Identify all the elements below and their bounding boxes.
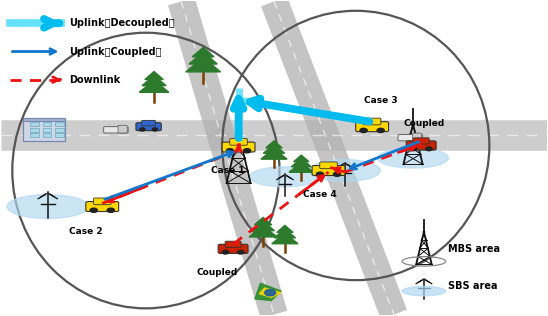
Polygon shape — [142, 76, 166, 86]
Bar — [43, 133, 52, 137]
Text: Uplink（Coupled）: Uplink（Coupled） — [70, 46, 162, 57]
Bar — [55, 133, 64, 137]
FancyBboxPatch shape — [118, 125, 127, 133]
Circle shape — [426, 147, 432, 151]
Polygon shape — [139, 80, 169, 92]
Polygon shape — [186, 58, 220, 72]
Ellipse shape — [316, 171, 341, 175]
Bar — [55, 122, 64, 126]
FancyBboxPatch shape — [86, 202, 119, 211]
FancyBboxPatch shape — [225, 241, 241, 247]
FancyBboxPatch shape — [94, 198, 111, 205]
Circle shape — [222, 250, 229, 254]
FancyBboxPatch shape — [363, 118, 381, 125]
FancyBboxPatch shape — [320, 162, 337, 169]
Polygon shape — [274, 229, 295, 238]
Circle shape — [107, 208, 115, 212]
Polygon shape — [249, 226, 277, 237]
Bar — [23, 118, 65, 141]
Text: Uplink（Decoupled）: Uplink（Decoupled） — [70, 18, 175, 28]
Ellipse shape — [89, 207, 115, 211]
FancyBboxPatch shape — [104, 127, 128, 133]
Polygon shape — [264, 144, 284, 153]
FancyBboxPatch shape — [356, 122, 389, 132]
Text: Downlink: Downlink — [70, 75, 121, 85]
Polygon shape — [261, 149, 287, 159]
Bar — [43, 128, 52, 132]
Ellipse shape — [7, 195, 89, 218]
Circle shape — [226, 149, 233, 153]
Circle shape — [333, 172, 341, 176]
Circle shape — [90, 208, 98, 212]
Circle shape — [237, 250, 244, 254]
Polygon shape — [145, 71, 163, 80]
Circle shape — [140, 128, 145, 131]
Text: Case 3: Case 3 — [363, 95, 397, 105]
Polygon shape — [189, 52, 218, 64]
Polygon shape — [277, 225, 293, 233]
Polygon shape — [266, 141, 282, 148]
Text: SBS area: SBS area — [448, 282, 498, 291]
Bar — [43, 122, 52, 126]
Polygon shape — [192, 47, 214, 57]
Text: Coupled: Coupled — [196, 268, 237, 277]
FancyBboxPatch shape — [230, 138, 247, 145]
Ellipse shape — [310, 160, 380, 181]
FancyBboxPatch shape — [398, 135, 423, 141]
FancyBboxPatch shape — [222, 142, 255, 152]
Circle shape — [316, 172, 324, 176]
Polygon shape — [259, 288, 281, 297]
Ellipse shape — [378, 148, 448, 168]
FancyBboxPatch shape — [406, 141, 436, 150]
Ellipse shape — [249, 167, 321, 187]
Bar — [30, 122, 39, 126]
Circle shape — [410, 147, 417, 151]
FancyBboxPatch shape — [142, 120, 156, 126]
Ellipse shape — [226, 147, 252, 151]
Bar — [30, 128, 39, 132]
Text: Case 4: Case 4 — [304, 190, 337, 198]
Bar — [55, 128, 64, 132]
Ellipse shape — [359, 127, 385, 131]
Text: Case 2: Case 2 — [69, 227, 102, 236]
FancyBboxPatch shape — [218, 244, 248, 253]
Polygon shape — [255, 283, 281, 301]
Circle shape — [377, 128, 384, 132]
Bar — [23, 118, 65, 121]
Polygon shape — [252, 221, 275, 231]
Bar — [30, 133, 39, 137]
FancyBboxPatch shape — [413, 138, 429, 144]
Circle shape — [243, 149, 251, 153]
Polygon shape — [272, 233, 298, 244]
FancyBboxPatch shape — [136, 123, 161, 131]
FancyBboxPatch shape — [312, 166, 345, 175]
Circle shape — [152, 128, 158, 131]
Polygon shape — [254, 217, 272, 225]
Text: Coupled: Coupled — [403, 119, 444, 128]
Circle shape — [265, 289, 276, 296]
Text: MBS area: MBS area — [448, 244, 500, 254]
Polygon shape — [292, 158, 311, 167]
Polygon shape — [289, 162, 313, 172]
FancyBboxPatch shape — [413, 133, 422, 141]
Circle shape — [360, 128, 367, 132]
Text: Case 1: Case 1 — [211, 166, 244, 175]
Ellipse shape — [402, 286, 446, 296]
Polygon shape — [294, 155, 309, 162]
